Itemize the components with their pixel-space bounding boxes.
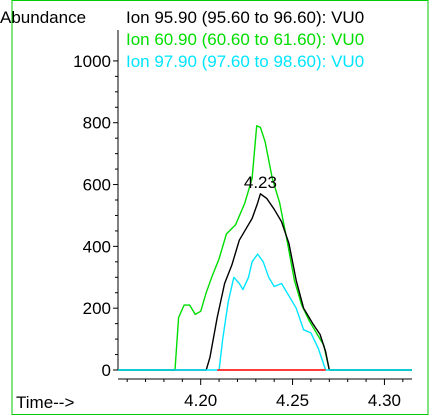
peak-time-label: 4.23 [244,173,277,192]
y-axis-label: Abundance [0,8,86,27]
legend: Ion 95.90 (95.60 to 96.60): VU0 Ion 60.90… [126,8,364,71]
legend-entry: Ion 95.90 (95.60 to 96.60): VU0 [126,8,364,27]
legend-entry: Ion 97.90 (97.60 to 98.60): VU0 [126,52,364,71]
x-tick-label: 4.30 [368,391,401,410]
x-axis-label: Time--> [16,393,74,412]
x-tick-label: 4.25 [276,391,309,410]
series-line [118,253,412,371]
y-tick-label: 600 [83,176,111,195]
axis-ticks: 0 200 400 600 800 1000 4.20 4.25 4.30 [73,52,404,410]
y-tick-label: 800 [83,114,111,133]
series-line [118,125,412,371]
x-tick-label: 4.20 [184,391,217,410]
series-line [118,193,412,371]
legend-entry: Ion 60.90 (60.60 to 61.60): VU0 [126,30,364,49]
y-tick-label: 0 [102,361,111,380]
y-tick-label: 1000 [73,52,111,71]
y-tick-label: 400 [83,237,111,256]
y-tick-label: 200 [83,299,111,318]
series-lines [118,125,412,371]
